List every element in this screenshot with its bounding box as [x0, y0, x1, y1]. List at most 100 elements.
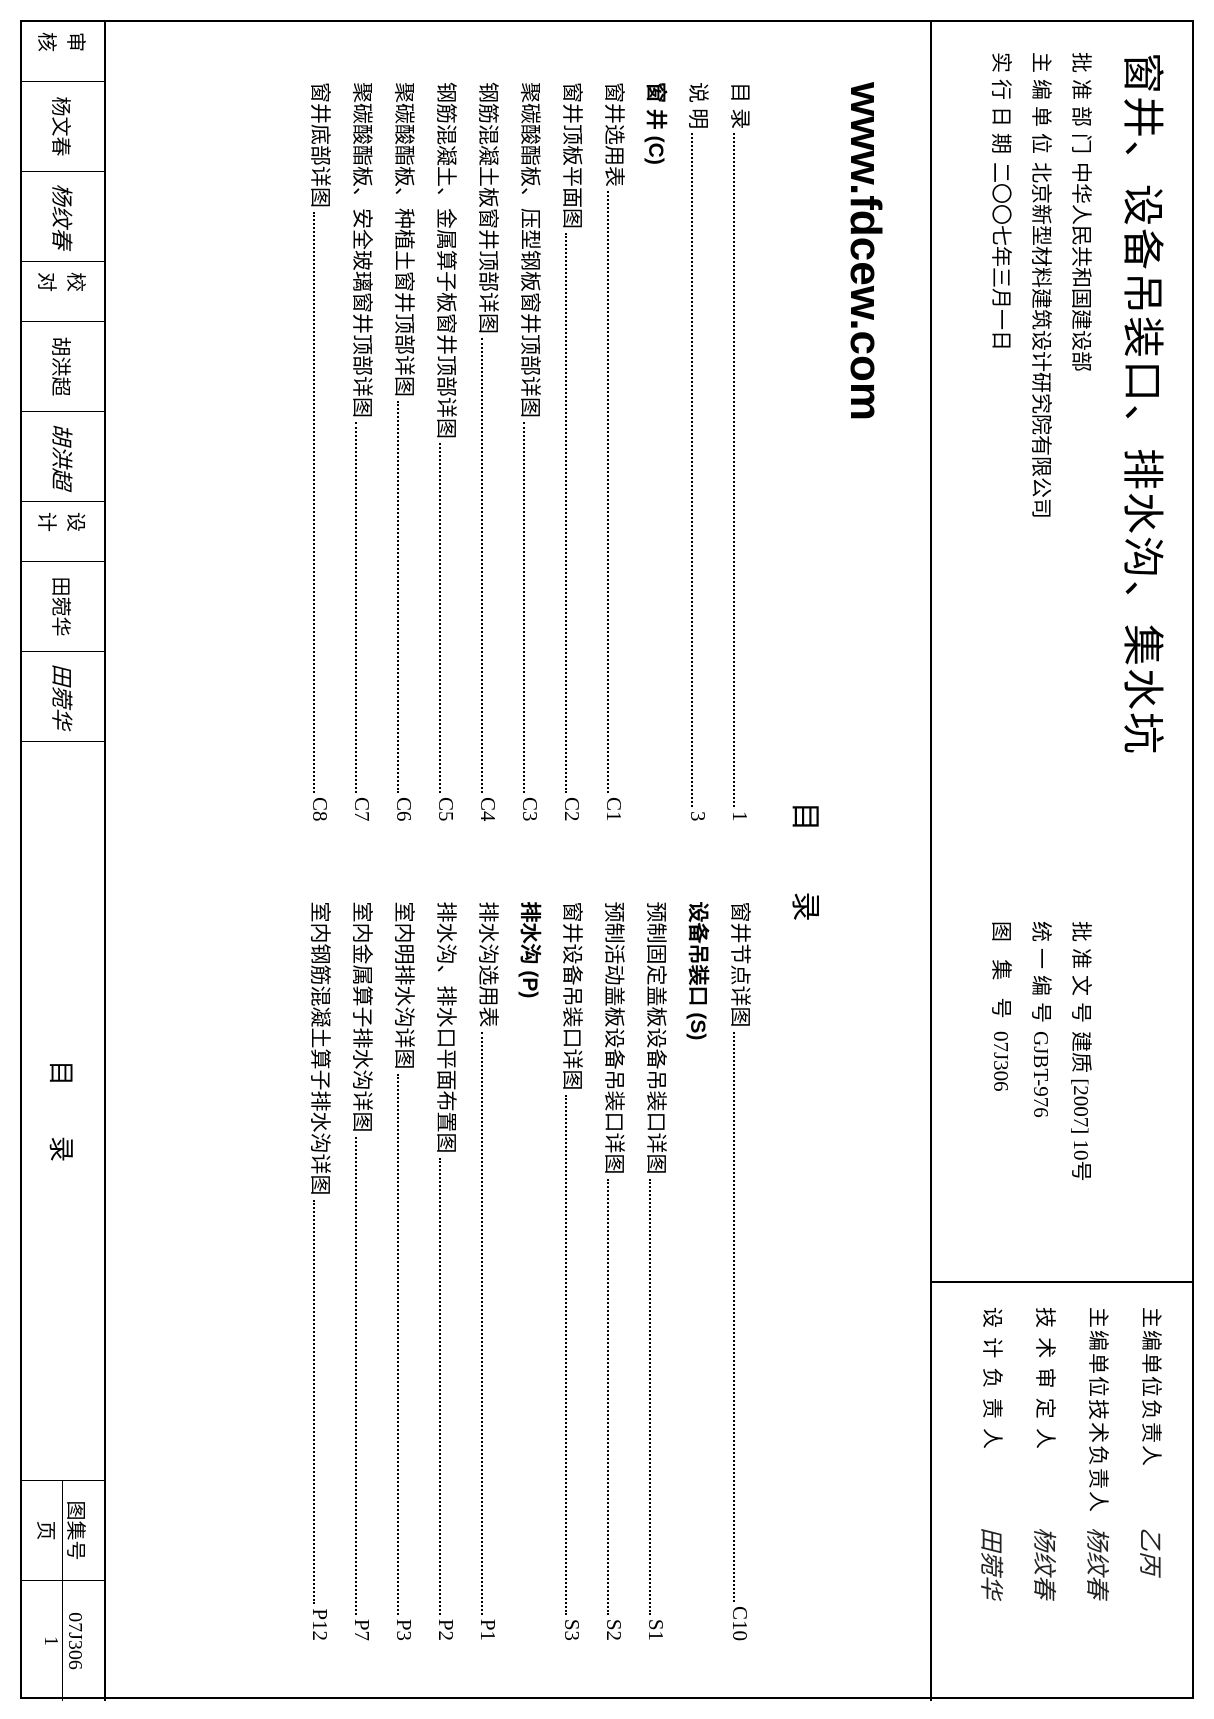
signer-role: 主编单位技术负责人	[1085, 1307, 1115, 1527]
signer-role: 设 计 负 责 人	[979, 1307, 1009, 1527]
toc-entry: 窗井节点详图C10	[726, 902, 756, 1642]
toc-entry-name: 聚碳酸酯板、压型钢板窗井顶部详图	[516, 82, 546, 418]
toc-entry: 窗井选用表 C1	[600, 82, 630, 822]
toc-entry: 钢筋混凝土板窗井顶部详图 C4	[474, 82, 504, 822]
toc-entry-name: 窗井设备吊装口详图	[558, 902, 588, 1091]
toc-entry-page: C3	[517, 797, 542, 822]
signer-row: 主编单位负责人乙丙	[1135, 1307, 1170, 1677]
toc-entry: 聚碳酸酯板、安全玻璃窗井顶部详图C7	[348, 82, 378, 822]
footer-title: 目录	[22, 742, 104, 1481]
toc-entry-page: P12	[307, 1608, 332, 1641]
doc-title: 窗井、设备吊装口、排水沟、集水坑	[1115, 52, 1176, 1251]
toc-leader-dots	[733, 1032, 735, 1602]
toc-entry-page: 3	[685, 811, 710, 822]
footer-page-label: 页	[34, 1481, 63, 1580]
toc-leader-dots	[607, 1179, 609, 1615]
footer-atlas-no: 07J306	[63, 1581, 87, 1701]
toc-entry-name: 室内钢筋混凝土算子排水沟详图	[306, 902, 336, 1196]
design-sig: 田菀华	[22, 652, 104, 742]
toc-leader-dots	[481, 1032, 483, 1615]
toc-entry: 窗井底部详图C8	[306, 82, 336, 822]
check-label: 校对	[22, 262, 104, 322]
toc-leader-dots	[313, 1200, 315, 1605]
atlas-no: 07J306	[988, 1031, 1013, 1251]
toc-entry-page: P7	[349, 1619, 374, 1641]
effective-date-label: 实行日期	[987, 52, 1017, 162]
toc-entry-page: S1	[643, 1619, 668, 1641]
review-label: 审核	[22, 22, 104, 82]
toc-leader-dots	[481, 338, 483, 793]
toc-entry-name: 窗井选用表	[600, 82, 630, 187]
toc-entry-name: 排水沟选用表	[474, 902, 504, 1028]
review-sig: 杨纹春	[22, 172, 104, 262]
signer-signature: 田菀华	[976, 1527, 1011, 1677]
editor-unit-label: 主编单位	[1027, 52, 1057, 162]
toc-entry-page: C6	[391, 797, 416, 822]
signer-row: 技 术 审 定 人杨纹春	[1029, 1307, 1064, 1677]
toc-leader-dots	[565, 233, 567, 793]
toc-entry-page: C5	[433, 797, 458, 822]
toc-entry-page: C1	[601, 797, 626, 822]
toc-entry: 聚碳酸酯板、种植土窗井顶部详图 C6	[390, 82, 420, 822]
toc-leader-dots	[355, 1137, 357, 1615]
toc-left-col: 目 录1说 明3窗 井 (C)窗井选用表C1窗井顶板平面图C2聚碳酸酯板、压型钢…	[294, 82, 756, 822]
toc-entry: 排水沟选用表 P1	[474, 902, 504, 1642]
toc-entry-name: 说 明	[684, 82, 714, 129]
toc-leader-dots	[439, 443, 441, 793]
toc-entry: 预制固定盖板设备吊装口详图 S1	[642, 902, 672, 1642]
toc-leader-dots	[691, 133, 693, 807]
toc-entry: 聚碳酸酯板、压型钢板窗井顶部详图 C3	[516, 82, 546, 822]
toc-entry-page: S2	[601, 1619, 626, 1641]
toc-entry-name: 室内明排水沟详图	[390, 902, 420, 1070]
toc-entry-page: P1	[475, 1619, 500, 1641]
toc-entry: 窗井顶板平面图 C2	[558, 82, 588, 822]
toc-entry-page: S3	[559, 1619, 584, 1641]
meta-row-date: 实行日期 二〇〇七年三月一日 图 集 号 07J306	[987, 52, 1017, 1251]
toc-entry-page: P3	[391, 1619, 416, 1641]
toc-entry-page: C7	[349, 797, 374, 822]
toc-entry-name: 窗井顶板平面图	[558, 82, 588, 229]
editor-unit: 北京新型材料建筑设计研究院有限公司	[1027, 162, 1057, 921]
toc-section-heading: 窗 井 (C)	[642, 82, 672, 822]
toc-leader-dots	[523, 422, 525, 793]
signer-signature: 乙丙	[1135, 1527, 1170, 1677]
atlas-no-label: 图 集 号	[987, 921, 1017, 1031]
toc-leader-dots	[565, 1095, 567, 1615]
toc-entry-name: 钢筋混凝土板窗井顶部详图	[474, 82, 504, 334]
toc-leader-dots	[733, 133, 735, 807]
toc-section-heading: 设备吊装口 (S)	[684, 902, 714, 1642]
toc-entry: 室内金属算子排水沟详图 P7	[348, 902, 378, 1642]
toc-entry: 排水沟、排水口平面布置图 P2	[432, 902, 462, 1642]
toc-entry-name: 预制固定盖板设备吊装口详图	[642, 902, 672, 1175]
toc-leader-dots	[439, 1158, 441, 1615]
toc-columns: 目 录1说 明3窗 井 (C)窗井选用表C1窗井顶板平面图C2聚碳酸酯板、压型钢…	[294, 82, 756, 1641]
review-name: 杨文春	[22, 82, 104, 172]
toc-leader-dots	[397, 1074, 399, 1615]
toc-heading: 目录	[786, 82, 830, 1641]
design-label: 设计	[22, 502, 104, 562]
signer-role: 主编单位负责人	[1138, 1307, 1168, 1527]
toc-entry-page: C2	[559, 797, 584, 822]
toc-entry: 说 明 3	[684, 82, 714, 822]
toc-entry-name: 聚碳酸酯板、种植土窗井顶部详图	[390, 82, 420, 397]
toc-entry-name: 目 录	[726, 82, 756, 129]
toc-entry-name: 钢筋混凝土、金属算子板窗井顶部详图	[432, 82, 462, 439]
toc-entry-page: C4	[475, 797, 500, 822]
approve-doc: 建质 [2007] 10号	[1067, 1031, 1097, 1251]
toc-entry-name: 预制活动盖板设备吊装口详图	[600, 902, 630, 1175]
effective-date: 二〇〇七年三月一日	[987, 162, 1017, 921]
footer-atlas-label: 图集号	[63, 1481, 93, 1580]
signer-row: 主编单位技术负责人杨纹春	[1082, 1307, 1117, 1677]
meta-row-editor: 主编单位 北京新型材料建筑设计研究院有限公司 统一编号 GJBT-976	[1027, 52, 1057, 1251]
toc-entry: 室内钢筋混凝土算子排水沟详图 P12	[306, 902, 336, 1642]
design-name: 田菀华	[22, 562, 104, 652]
toc-entry-page: P2	[433, 1619, 458, 1641]
toc-leader-dots	[355, 422, 357, 793]
toc-entry-name: 排水沟、排水口平面布置图	[432, 902, 462, 1154]
approve-doc-label: 批准文号	[1067, 921, 1097, 1031]
unified-no: GJBT-976	[1028, 1031, 1053, 1251]
toc-entry: 预制活动盖板设备吊装口详图 S2	[600, 902, 630, 1642]
toc-entry-name: 室内金属算子排水沟详图	[348, 902, 378, 1133]
toc-entry: 室内明排水沟详图 P3	[390, 902, 420, 1642]
toc-entry-name: 窗井底部详图	[306, 82, 336, 208]
